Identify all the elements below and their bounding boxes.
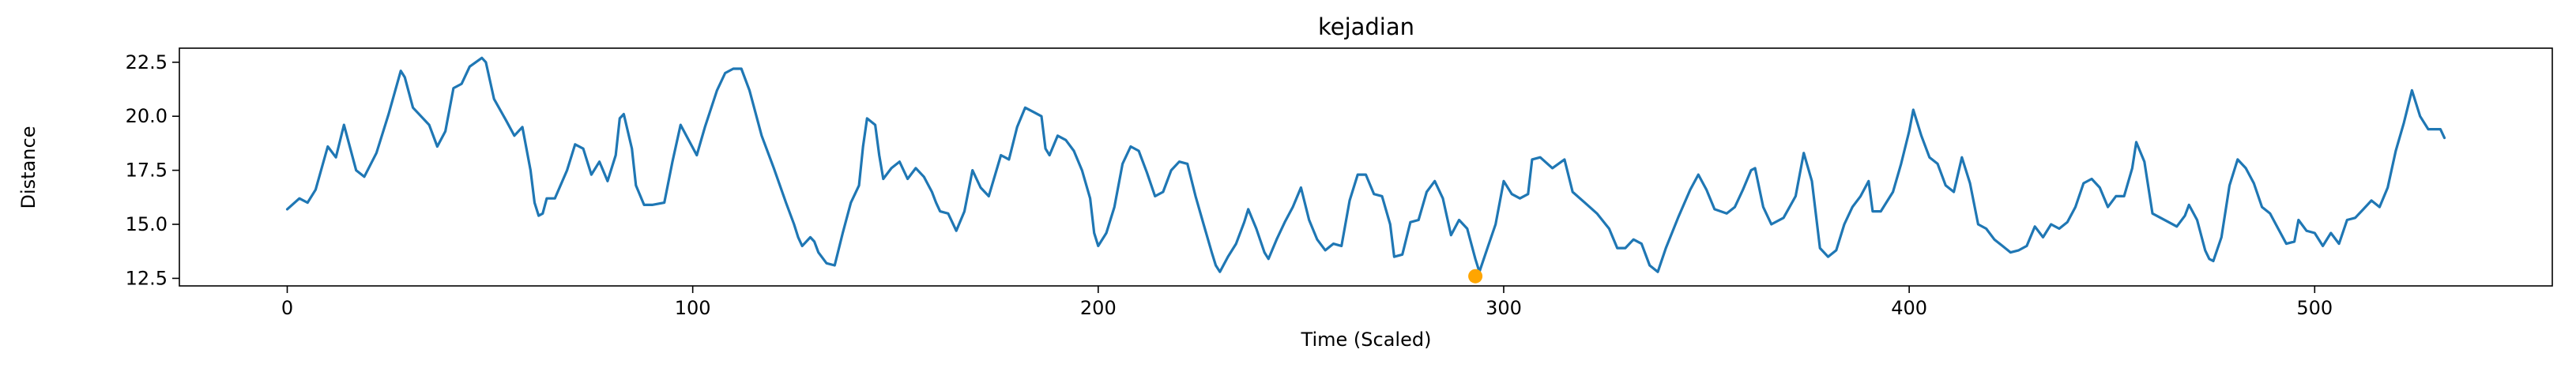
y-tick-label: 20.0 <box>126 105 168 127</box>
y-tick-label: 22.5 <box>126 51 168 73</box>
plot-frame <box>179 47 2553 287</box>
y-tick-label: 12.5 <box>126 267 168 289</box>
x-tick-label: 100 <box>675 297 711 319</box>
x-tick-label: 300 <box>1486 297 1522 319</box>
x-tick-label: 0 <box>281 297 293 319</box>
y-axis: 12.5 15.0 17.5 20.0 22.5 <box>126 51 179 289</box>
x-tick-label: 500 <box>2296 297 2333 319</box>
y-axis-label: Distance <box>17 126 40 209</box>
y-tick-label: 17.5 <box>126 160 168 182</box>
series-line <box>285 56 2446 273</box>
x-tick-label: 400 <box>1891 297 1927 319</box>
highlight-marker <box>1468 269 1483 284</box>
x-axis-label: Time (Scaled) <box>1301 329 1432 351</box>
plot-area <box>179 47 2553 287</box>
x-tick-label: 200 <box>1080 297 1117 319</box>
y-tick-label: 15.0 <box>126 213 168 235</box>
chart-title: kejadian <box>1318 13 1414 40</box>
x-axis: 0 100 200 300 400 500 <box>281 286 2333 319</box>
